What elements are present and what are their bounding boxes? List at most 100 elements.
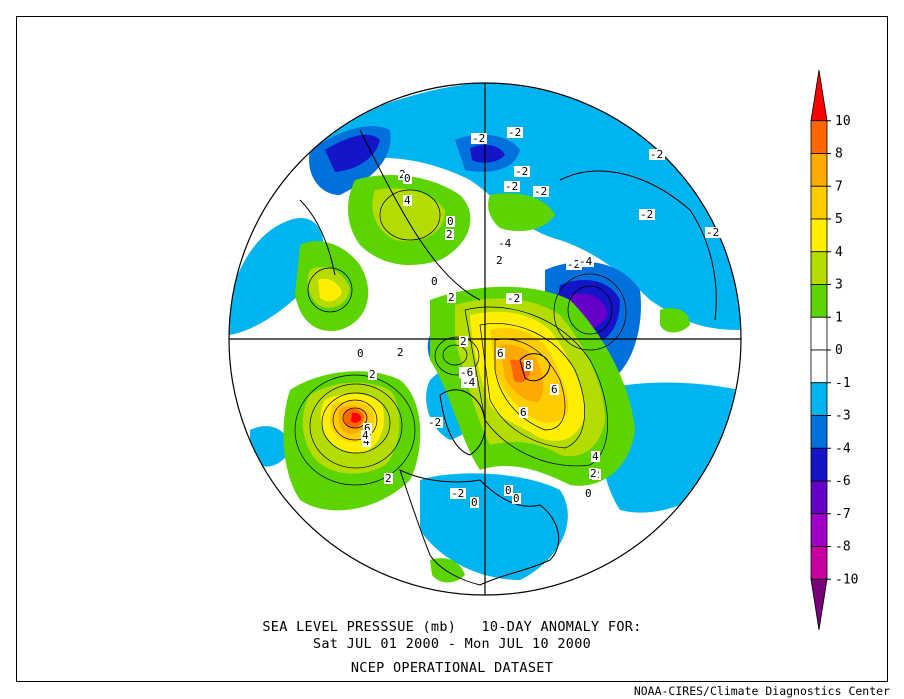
contour-label-bg — [524, 360, 533, 371]
credit-label: NOAA-CIRES/Climate Diagnostics Center — [633, 684, 890, 698]
contour-label: 0 — [404, 172, 411, 185]
colorbar-band — [810, 284, 828, 318]
contour-label: 0 — [447, 215, 454, 228]
contour-label-bg — [504, 485, 513, 496]
contour-label-bg — [363, 423, 372, 434]
contour-label-bg — [445, 229, 454, 240]
contour-label: 2 — [385, 472, 392, 485]
contour-label-bg — [403, 195, 412, 206]
colorbar-label: 4 — [835, 245, 843, 260]
colorbar-label: 1 — [835, 310, 843, 325]
colorbar-band — [810, 120, 828, 154]
contour-label-bg — [447, 292, 456, 303]
contour-label: 4 — [363, 435, 370, 448]
contour-label: 4 — [404, 194, 411, 207]
contour-label: -2 — [505, 180, 518, 193]
contour-label-bg — [566, 259, 582, 270]
colorbar-label: 8 — [835, 147, 843, 162]
contour-label-bg — [471, 133, 487, 144]
colorbar-label: -10 — [835, 572, 858, 587]
contour-label: 8 — [525, 359, 532, 372]
colorbar-band — [810, 447, 828, 482]
colorbar-band — [810, 153, 828, 187]
title-line-1: SEA LEVEL PRESSSUE (mb) 10-DAY ANOMALY F… — [262, 619, 642, 635]
colorbar-band — [810, 480, 828, 515]
contour-label-bg — [403, 173, 412, 184]
colorbar-label: 5 — [835, 212, 843, 227]
colorbar-band — [810, 513, 828, 547]
contour-label-bg — [591, 451, 600, 462]
contour-label: 0 — [357, 347, 364, 360]
colorbar-label: 10 — [835, 114, 851, 129]
contour-label: -2 — [472, 132, 485, 145]
contour-label-bg — [361, 430, 370, 441]
contour-label: 2 — [446, 228, 453, 241]
colorbar-label: -8 — [835, 540, 851, 555]
contour-label: -2 — [650, 148, 663, 161]
colorbar-band — [810, 251, 828, 285]
contour-label: 6 — [551, 383, 558, 396]
contour-labels: -2 -2-2-2 -2-2-2-2-2-4-4-6-4-2-22242222648… — [356, 126, 721, 509]
contour-label: -2 — [515, 165, 528, 178]
colorbar-band — [810, 69, 828, 122]
colorbar-label: -7 — [835, 507, 851, 522]
contour-label: -6 — [460, 366, 473, 379]
contour-label-bg — [550, 384, 559, 395]
title-line-3: NCEP OPERATIONAL DATASET — [350, 660, 554, 676]
title-line-2: Sat JUL 01 2000 - Mon JUL 10 2000 — [312, 636, 592, 652]
contour-label-bg — [470, 497, 479, 508]
contour-label: -4 — [579, 255, 593, 268]
colorbar-band — [810, 349, 828, 384]
contour-label: -4 — [462, 376, 476, 389]
contour-label-bg — [396, 347, 405, 358]
contour-label-bg — [584, 488, 593, 499]
contour-label: -2 — [567, 258, 580, 271]
contour-label: 2 — [399, 168, 406, 181]
contour-label-bg — [427, 417, 443, 428]
contour-label-bg — [519, 407, 528, 418]
colorbar-label: 7 — [835, 179, 843, 194]
contour-label-bg — [504, 181, 520, 192]
contour-label-bg — [514, 166, 530, 177]
contour-label: -4 — [498, 237, 512, 250]
colorbar-label: 0 — [835, 343, 843, 358]
contour-label-bg — [512, 493, 521, 504]
contour-label-bg — [459, 336, 468, 347]
contour-label-bg — [495, 255, 504, 266]
contour-label-bg — [398, 169, 407, 180]
contour-label-bg — [507, 127, 523, 138]
contour-label: 2 — [496, 254, 503, 267]
contour-label: 4 — [592, 450, 599, 463]
contour-label: 2 — [369, 368, 376, 381]
contour-label: 0 — [431, 275, 438, 288]
contour-label-bg — [506, 293, 522, 304]
colorbar-band — [810, 316, 828, 351]
colorbar-band — [810, 415, 828, 449]
contour-label-bg — [430, 276, 439, 287]
contour-label: -2 — [534, 185, 547, 198]
contour-label-bg — [384, 473, 393, 484]
contour-label-bg — [639, 209, 655, 220]
contour-label: -2 — [507, 292, 520, 305]
colorbar-label: -1 — [835, 376, 851, 391]
colorbar-label: -3 — [835, 409, 851, 424]
contour-label: 2 — [460, 335, 467, 348]
contour-label-bg — [368, 369, 377, 380]
contour-label-bg — [356, 348, 365, 359]
contour-label: 0 — [471, 496, 478, 509]
contour-label: -2 — [706, 226, 719, 239]
colorbar-band — [810, 546, 828, 580]
contour-label-bg — [589, 468, 598, 479]
contour-label-bg — [362, 436, 371, 447]
colorbar-band — [810, 382, 828, 416]
contour-label: 0 — [505, 484, 512, 497]
colorbar-band — [810, 578, 828, 631]
contour-label: -2 — [508, 126, 521, 139]
colorbar-label: 3 — [835, 278, 843, 293]
contour-label: 0 — [513, 492, 520, 505]
contour-label: 2 — [448, 291, 455, 304]
plot-frame — [16, 16, 888, 682]
contour-label-bg — [459, 367, 475, 378]
